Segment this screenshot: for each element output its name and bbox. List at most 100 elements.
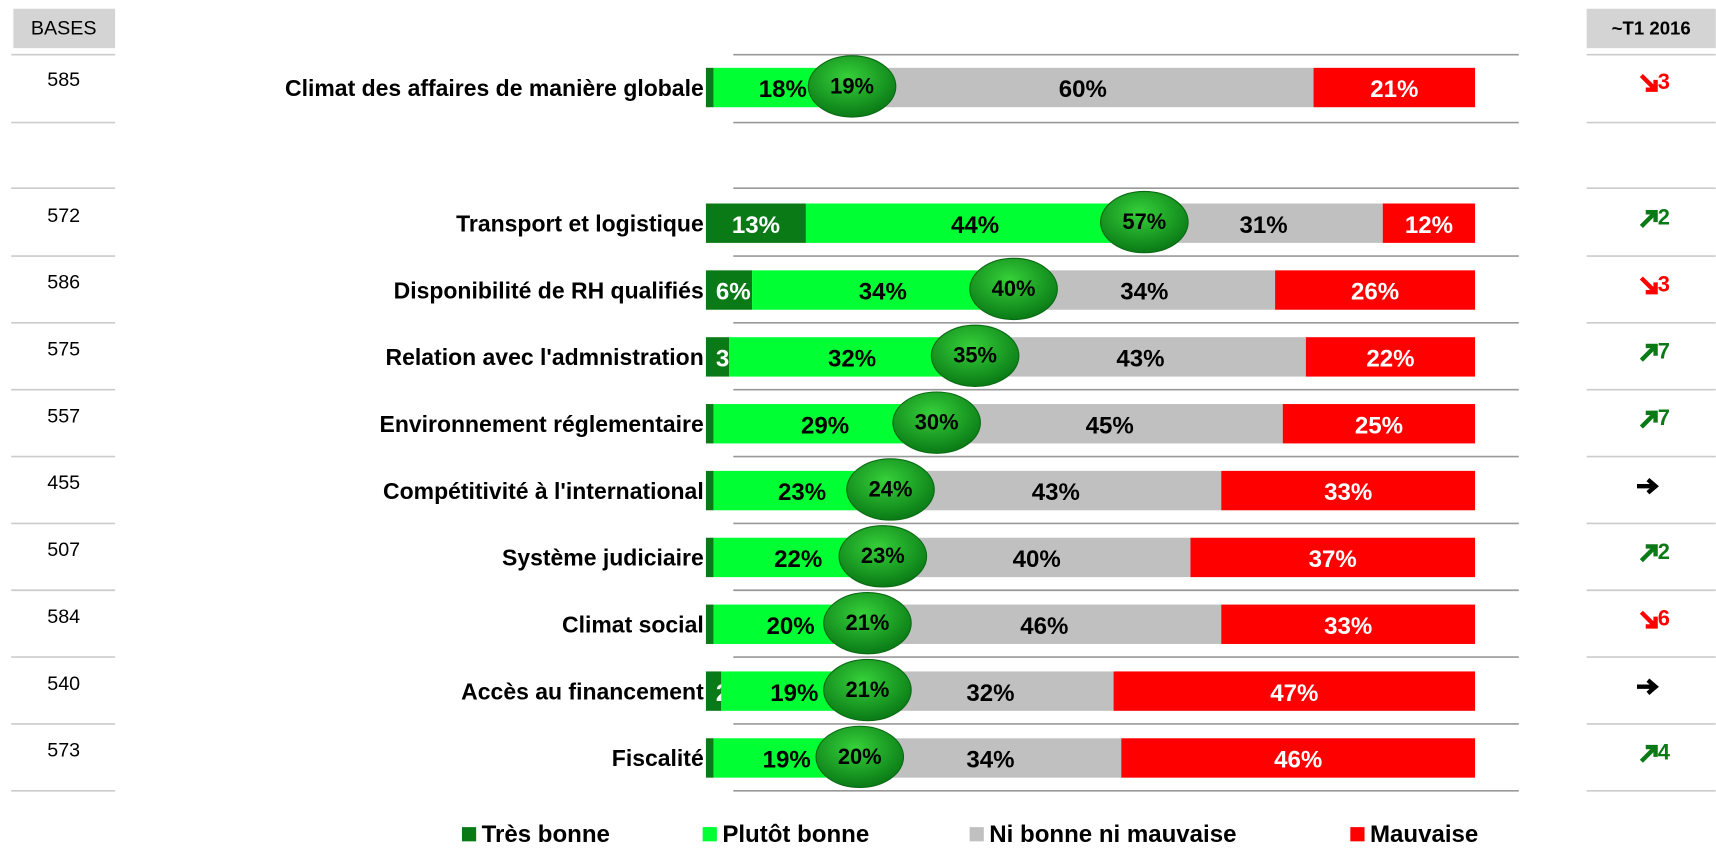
legend-swatch bbox=[461, 827, 477, 842]
bar-segment bbox=[705, 537, 714, 578]
bar-segment bbox=[1221, 470, 1476, 511]
change-arrow bbox=[1639, 610, 1658, 629]
bar-segment bbox=[882, 537, 1191, 578]
total-ellipse bbox=[1100, 190, 1189, 254]
total-ellipse bbox=[838, 525, 928, 588]
value-label: 34% bbox=[1120, 279, 1168, 306]
base-value: 572 bbox=[47, 205, 80, 227]
base-value: 586 bbox=[47, 272, 80, 294]
base-value: 584 bbox=[47, 606, 80, 628]
bar-segment bbox=[705, 604, 714, 644]
value-label: 43% bbox=[1116, 346, 1164, 373]
value-label: 6% bbox=[716, 279, 751, 306]
legend-swatch bbox=[1350, 827, 1365, 842]
value-label: 34% bbox=[859, 279, 907, 306]
category-label: Compétitivité à l'international bbox=[383, 478, 704, 504]
bar-segment bbox=[852, 67, 1314, 108]
bar-segment bbox=[1121, 738, 1476, 778]
total-ellipse bbox=[846, 458, 935, 521]
value-label: 22% bbox=[1366, 346, 1414, 373]
total-ellipse bbox=[823, 658, 912, 722]
value-label: 20% bbox=[766, 613, 814, 640]
total-label: 57% bbox=[1122, 209, 1166, 234]
value-label: 33% bbox=[1324, 479, 1372, 506]
base-value: 573 bbox=[47, 740, 80, 762]
bar-segment bbox=[1382, 203, 1476, 243]
value-label: 32% bbox=[828, 346, 876, 373]
bar-segment bbox=[1305, 337, 1476, 377]
value-label: 21% bbox=[1370, 76, 1418, 103]
change-arrow bbox=[1636, 477, 1659, 495]
base-value: 557 bbox=[47, 405, 80, 427]
value-label: 45% bbox=[1086, 412, 1134, 439]
total-ellipse bbox=[815, 725, 905, 789]
legend-label: Ni bonne ni mauvaise bbox=[989, 821, 1236, 848]
legend-label: Mauvaise bbox=[1370, 821, 1478, 848]
total-label: 21% bbox=[846, 677, 890, 702]
value-label: 46% bbox=[1020, 613, 1068, 640]
change-arrow bbox=[1639, 410, 1658, 429]
bar-segment bbox=[705, 203, 806, 243]
total-label: 35% bbox=[953, 343, 997, 368]
value-label: 12% bbox=[1405, 212, 1453, 239]
bar-segment bbox=[1190, 537, 1476, 578]
bar-segment bbox=[1282, 404, 1476, 444]
change-value: 3 bbox=[1658, 271, 1670, 296]
bar-segment bbox=[1113, 671, 1476, 711]
value-label: 19% bbox=[763, 747, 811, 774]
total-label: 40% bbox=[992, 276, 1036, 301]
total-label: 21% bbox=[846, 610, 890, 635]
value-label: 31% bbox=[1239, 212, 1287, 239]
change-arrow bbox=[1639, 744, 1658, 763]
base-value: 540 bbox=[47, 673, 80, 695]
bar-segment bbox=[1221, 604, 1476, 644]
total-ellipse bbox=[807, 55, 897, 118]
value-label: 22% bbox=[774, 546, 822, 573]
value-label: 37% bbox=[1309, 546, 1357, 573]
change-arrow bbox=[1639, 544, 1658, 563]
category-label: Accès au financement bbox=[461, 678, 704, 704]
value-label: 33% bbox=[1324, 613, 1372, 640]
bar-segment bbox=[1313, 67, 1476, 108]
category-label: Climat des affaires de manière globale bbox=[285, 75, 704, 101]
value-label: 60% bbox=[1059, 76, 1107, 103]
base-value: 575 bbox=[47, 339, 80, 361]
change-arrow bbox=[1639, 73, 1658, 92]
change-header: ~T1 2016 bbox=[1612, 17, 1691, 38]
total-label: 19% bbox=[830, 73, 874, 98]
total-label: 20% bbox=[838, 744, 882, 769]
value-label: 26% bbox=[1351, 279, 1399, 306]
bar-segment bbox=[890, 470, 1222, 511]
base-value: 585 bbox=[47, 69, 80, 91]
base-value: 507 bbox=[47, 539, 80, 561]
change-value: 6 bbox=[1658, 606, 1670, 631]
change-arrow bbox=[1636, 678, 1659, 695]
change-header-bg bbox=[1586, 8, 1716, 49]
bases-header-bg bbox=[13, 8, 116, 49]
value-label: 13% bbox=[732, 212, 780, 239]
change-arrow bbox=[1639, 210, 1658, 229]
bar-segment bbox=[975, 337, 1306, 377]
value-label: 47% bbox=[1270, 680, 1318, 707]
value-label: 29% bbox=[801, 412, 849, 439]
bar-segment bbox=[805, 203, 1145, 243]
total-ellipse bbox=[969, 257, 1058, 321]
change-value: 3 bbox=[1658, 69, 1670, 94]
change-value: 7 bbox=[1658, 338, 1670, 363]
category-label: Transport et logistique bbox=[456, 210, 704, 236]
legend-label: Plutôt bonne bbox=[722, 821, 869, 848]
bar-segment bbox=[705, 337, 729, 377]
category-label: Système judiciaire bbox=[502, 545, 704, 571]
bar-segment bbox=[1275, 270, 1476, 310]
value-label: 46% bbox=[1274, 747, 1322, 774]
bar-segment bbox=[705, 671, 722, 711]
value-label: 18% bbox=[759, 76, 807, 103]
bar-segment bbox=[867, 604, 1222, 644]
total-ellipse bbox=[823, 592, 912, 655]
change-value: 4 bbox=[1658, 739, 1671, 764]
value-label: 40% bbox=[1013, 546, 1061, 573]
change-arrow bbox=[1639, 276, 1658, 295]
bar-segment bbox=[705, 404, 714, 444]
bar-segment bbox=[936, 404, 1283, 444]
category-label: Fiscalité bbox=[612, 745, 704, 771]
